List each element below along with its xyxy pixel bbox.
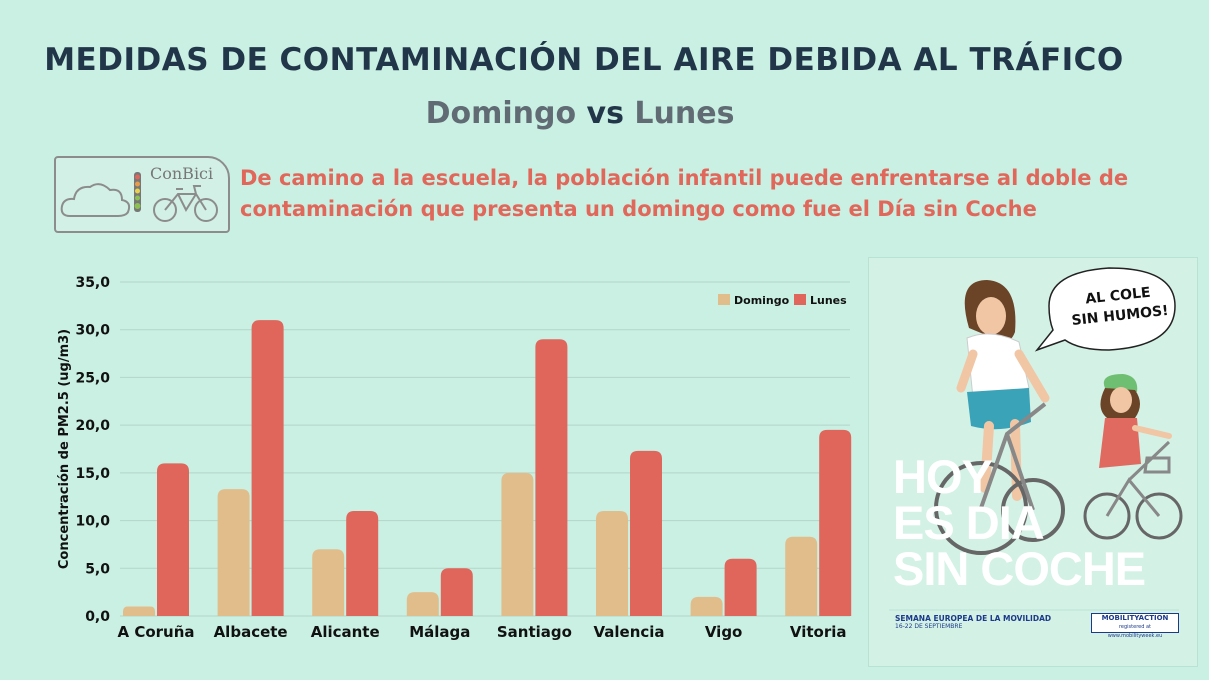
mobility-line-1: MOBILITYACTION: [1101, 614, 1169, 622]
bar-domingo: [785, 536, 818, 616]
y-tick-label: 35,0: [75, 275, 110, 291]
legend-swatch: [794, 294, 806, 305]
legend-label: Domingo: [734, 294, 790, 307]
campaign-poster: AL COLE SIN HUMOS! HOY ES DIA SIN COCHE …: [868, 257, 1198, 667]
description-line-1: De camino a la escuela, la población inf…: [240, 166, 1129, 190]
bar-lunes: [819, 429, 852, 616]
bar-lunes: [630, 450, 662, 616]
bar-domingo: [501, 472, 534, 616]
headline-line-3: SIN COCHE: [893, 542, 1146, 595]
bar-domingo: [312, 549, 345, 616]
semana-line-2: 16-22 DE SEPTIEMBRE: [895, 623, 963, 630]
poster-illustration: [889, 267, 1183, 611]
y-tick-label: 30,0: [75, 323, 110, 339]
x-tick-label: Vigo: [705, 623, 743, 641]
conbici-logo: ConBici: [54, 156, 230, 233]
bar-domingo: [406, 592, 439, 616]
subtitle-vs: vs: [586, 96, 624, 131]
cloud-bike-icon: [60, 172, 218, 222]
y-tick-label: 20,0: [75, 418, 110, 434]
x-tick-label: Málaga: [409, 623, 470, 641]
page-title: MEDIDAS DE CONTAMINACIÓN DEL AIRE DEBIDA…: [44, 42, 1124, 78]
poster-headline: HOY ES DIA SIN COCHE: [893, 450, 1146, 595]
bar-domingo: [690, 596, 723, 616]
description-line-2: contaminación que presenta un domingo co…: [240, 197, 1037, 221]
y-tick-label: 15,0: [75, 466, 110, 482]
y-tick-label: 5,0: [85, 561, 110, 577]
y-tick-label: 0,0: [85, 609, 110, 625]
headline-line-2: ES DIA: [893, 496, 1045, 549]
y-tick-label: 25,0: [75, 370, 110, 386]
semana-line-1: SEMANA EUROPEA DE LA MOVILIDAD: [895, 614, 1052, 623]
legend-label: Lunes: [810, 294, 847, 307]
y-axis-label: Concentración de PM2.5 (ug/m3): [57, 329, 72, 569]
x-tick-label: Santiago: [497, 623, 572, 641]
bar-domingo: [596, 511, 628, 616]
bar-lunes: [440, 568, 473, 616]
subtitle-domingo: Domingo: [425, 96, 577, 131]
legend-swatch: [718, 294, 730, 305]
bar-lunes: [251, 320, 284, 616]
mobility-line-2: registered at www.mobilityweek.eu: [1107, 624, 1163, 639]
mobility-action-badge: MOBILITYACTION registered at www.mobilit…: [1091, 613, 1179, 639]
bar-lunes: [346, 511, 379, 616]
x-tick-label: Albacete: [214, 623, 288, 641]
y-tick-label: 10,0: [75, 514, 110, 530]
x-tick-label: Vitoria: [790, 623, 847, 641]
logo-brand: ConBici: [150, 164, 214, 183]
x-tick-label: Alicante: [311, 623, 380, 641]
bar-chart: 0,0 5,0 10,0 15,0 20,0 25,0 30,0 35,0 Concentrac…: [57, 275, 852, 641]
subtitle-lunes: Lunes: [634, 96, 735, 131]
bar-lunes: [157, 463, 189, 616]
bar-domingo: [217, 489, 250, 616]
bar-lunes: [724, 558, 757, 616]
speech-bubble: [1034, 267, 1176, 352]
x-tick-label: Valencia: [593, 623, 664, 641]
x-tick-label: A Coruña: [117, 623, 194, 641]
page-subtitle: Domingo vs Lunes: [0, 96, 1160, 131]
bar-domingo: [123, 606, 155, 616]
description: De camino a la escuela, la población inf…: [240, 163, 1180, 225]
bar-lunes: [535, 339, 568, 616]
semana-movilidad-logo: SEMANA EUROPEA DE LA MOVILIDAD 16-22 DE …: [895, 614, 1051, 630]
headline-line-1: HOY: [893, 450, 993, 503]
